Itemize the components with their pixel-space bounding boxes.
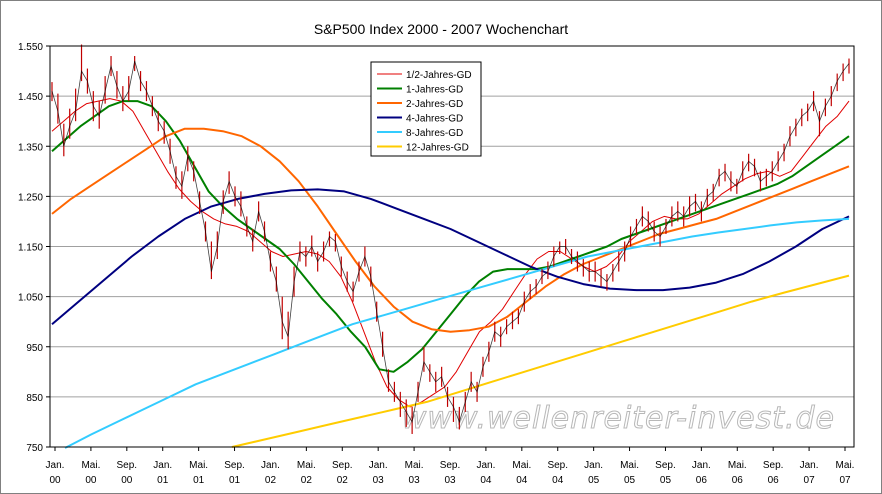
- chart-title: S&P500 Index 2000 - 2007 Wochenchart: [314, 21, 568, 37]
- y-tick-label: 1.150: [18, 243, 43, 254]
- x-tick-year: 02: [337, 475, 349, 486]
- x-tick-month: Sep.: [117, 460, 138, 471]
- x-tick-year: 03: [444, 475, 456, 486]
- x-tick-month: Jan.: [153, 460, 172, 471]
- x-tick-year: 01: [229, 475, 241, 486]
- x-tick-month: Jan.: [46, 460, 65, 471]
- y-tick-label: 1.350: [18, 142, 43, 153]
- x-tick-month: Jan.: [261, 460, 280, 471]
- ma-line-4-Jahres-GD: [51, 188, 850, 325]
- x-tick-year: 04: [516, 475, 528, 486]
- x-tick-month: Mai.: [728, 460, 747, 471]
- x-tick-month: Jan.: [476, 460, 495, 471]
- axis-layer: 1.5501.4501.3501.2501.1501.050950850750J…: [18, 42, 854, 486]
- legend-label-1-Jahres-GD: 1-Jahres-GD: [406, 85, 463, 96]
- legend-label-1/2-Jahres-GD: 1/2-Jahres-GD: [406, 70, 472, 81]
- x-tick-year: 01: [193, 475, 205, 486]
- x-tick-year: 05: [660, 475, 672, 486]
- legend-label-8-Jahres-GD: 8-Jahres-GD: [406, 128, 463, 139]
- legend-label-12-Jahres-GD: 12-Jahres-GD: [406, 143, 469, 154]
- moving-average-layer: [51, 98, 850, 449]
- x-tick-year: 00: [121, 475, 133, 486]
- y-tick-label: 1.450: [18, 92, 43, 103]
- y-tick-label: 1.550: [18, 42, 43, 53]
- x-tick-year: 07: [839, 475, 851, 486]
- x-tick-month: Sep.: [547, 460, 568, 471]
- y-tick-label: 750: [26, 443, 43, 454]
- x-tick-month: Mai.: [81, 460, 100, 471]
- x-tick-year: 05: [624, 475, 636, 486]
- x-tick-year: 06: [768, 475, 780, 486]
- ma-line-1-Jahres-GD: [51, 100, 850, 373]
- x-tick-month: Mai.: [189, 460, 208, 471]
- x-tick-year: 03: [373, 475, 385, 486]
- x-tick-year: 07: [804, 475, 816, 486]
- x-tick-year: 06: [732, 475, 744, 486]
- x-tick-year: 00: [49, 475, 61, 486]
- x-tick-month: Sep.: [655, 460, 676, 471]
- x-tick-month: Mai.: [620, 460, 639, 471]
- y-tick-label: 1.250: [18, 192, 43, 203]
- price-close-line: [51, 60, 850, 424]
- y-tick-label: 1.050: [18, 293, 43, 304]
- legend-label-2-Jahres-GD: 2-Jahres-GD: [406, 99, 463, 110]
- x-tick-year: 04: [552, 475, 564, 486]
- ma-line-12-Jahres-GD: [231, 274, 850, 448]
- legend-label-4-Jahres-GD: 4-Jahres-GD: [406, 114, 463, 125]
- x-tick-month: Sep.: [224, 460, 245, 471]
- x-tick-year: 03: [409, 475, 421, 486]
- x-tick-year: 00: [85, 475, 97, 486]
- x-tick-month: Sep.: [440, 460, 461, 471]
- price-layer: [51, 44, 850, 434]
- ma-line-1/2-Jahres-GD: [51, 98, 850, 408]
- legend-box: [370, 61, 482, 157]
- x-tick-month: Mai.: [836, 460, 855, 471]
- x-tick-month: Jan.: [584, 460, 603, 471]
- x-tick-year: 06: [696, 475, 708, 486]
- x-tick-month: Sep.: [763, 460, 784, 471]
- ma-line-2-Jahres-GD: [51, 127, 850, 333]
- x-tick-year: 02: [301, 475, 313, 486]
- x-tick-month: Jan.: [800, 460, 819, 471]
- x-tick-month: Sep.: [332, 460, 353, 471]
- ma-line-8-Jahres-GD: [64, 217, 850, 449]
- x-tick-month: Jan.: [692, 460, 711, 471]
- x-tick-year: 01: [157, 475, 169, 486]
- x-tick-month: Jan.: [369, 460, 388, 471]
- legend: 1/2-Jahres-GD 1-Jahres-GD 2-Jahres-GD 4-Jah…: [370, 61, 482, 157]
- x-tick-year: 02: [265, 475, 277, 486]
- x-tick-month: Mai.: [405, 460, 424, 471]
- x-tick-month: Mai.: [297, 460, 316, 471]
- y-tick-label: 850: [26, 393, 43, 404]
- watermark-text: www.wellenreiter-invest.de: [402, 401, 835, 436]
- x-tick-month: Mai.: [512, 460, 531, 471]
- y-tick-label: 950: [26, 343, 43, 354]
- x-tick-year: 05: [588, 475, 600, 486]
- x-tick-year: 04: [480, 475, 492, 486]
